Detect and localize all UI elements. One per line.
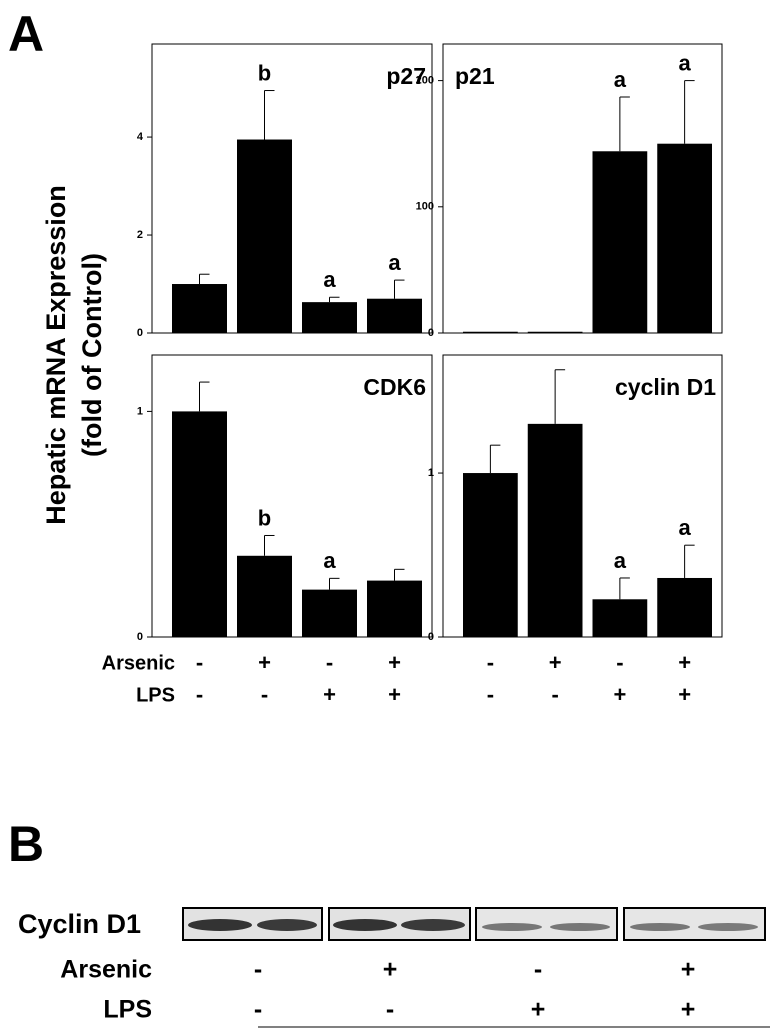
bar: [592, 151, 648, 333]
treatment-sign: +: [678, 682, 691, 707]
bar: [172, 284, 227, 333]
y-tick-label: 1: [137, 405, 143, 417]
y-tick-label: 0: [428, 327, 434, 339]
treatment-sign: -: [616, 650, 623, 675]
treatment-sign: -: [196, 650, 203, 675]
blot-label: Cyclin D1: [18, 909, 141, 939]
y-label-line: (fold of Control): [77, 253, 107, 457]
y-tick-label: 100: [416, 201, 434, 213]
chart-title: cyclin D1: [615, 374, 716, 400]
blot-sign: +: [383, 956, 398, 984]
row-label: LPS: [136, 684, 175, 706]
y-tick-label: 0: [137, 631, 143, 643]
chart-title: p27: [386, 63, 426, 89]
chart-title: p21: [455, 63, 495, 89]
bar: [527, 423, 583, 637]
y-label-line: Hepatic mRNA Expression: [41, 185, 71, 525]
treatment-sign: +: [388, 682, 401, 707]
y-tick-label: 1: [428, 467, 434, 479]
blot-sign: -: [534, 956, 542, 984]
bar: [463, 473, 518, 637]
treatment-sign: +: [388, 650, 401, 675]
treatment-sign: +: [549, 650, 562, 675]
annotation: b: [258, 505, 271, 530]
y-tick-label: 0: [428, 631, 434, 643]
bar: [237, 139, 292, 333]
bar: [237, 555, 292, 637]
annotation: a: [323, 267, 336, 292]
treatment-sign: +: [258, 650, 271, 675]
treatment-sign: -: [487, 650, 494, 675]
y-tick-label: 0: [137, 327, 143, 339]
bar: [302, 302, 357, 333]
row-label: Arsenic: [102, 652, 175, 674]
chart-title: CDK6: [363, 374, 426, 400]
annotation: a: [679, 515, 692, 540]
blot-sign: -: [254, 996, 262, 1024]
blot-sign: -: [386, 996, 394, 1024]
y-axis-label: Hepatic mRNA Expression (fold of Control…: [41, 185, 107, 525]
bar: [592, 599, 648, 637]
panel-label: B: [8, 816, 44, 872]
y-tick-label: 200: [416, 75, 434, 87]
treatment-sign: +: [678, 650, 691, 675]
bar: [172, 411, 227, 637]
bar: [367, 580, 422, 637]
panel-label: A: [8, 6, 44, 62]
treatment-sign: -: [261, 682, 268, 707]
annotation: a: [614, 548, 627, 573]
blot-sign: +: [531, 996, 546, 1024]
blot-sign: +: [681, 996, 696, 1024]
y-tick-label: 4: [137, 131, 144, 143]
annotation: b: [258, 60, 271, 85]
treatment-sign: +: [323, 682, 336, 707]
row-label: Arsenic: [60, 956, 152, 984]
annotation: a: [388, 250, 401, 275]
bar: [657, 143, 712, 333]
treatment-sign: +: [613, 682, 626, 707]
treatment-sign: -: [551, 682, 558, 707]
bar: [657, 577, 712, 637]
blot: [182, 907, 766, 941]
treatment-sign: -: [487, 682, 494, 707]
bar: [302, 589, 357, 637]
annotation: a: [679, 50, 692, 75]
annotation: a: [323, 548, 336, 573]
bar: [527, 331, 583, 333]
treatment-sign: -: [326, 650, 333, 675]
bar: [367, 298, 422, 333]
treatment-sign: -: [196, 682, 203, 707]
blot-sign: +: [681, 956, 696, 984]
blot-sign: -: [254, 956, 262, 984]
row-label: LPS: [103, 996, 152, 1024]
bar: [463, 331, 518, 333]
annotation: a: [614, 67, 627, 92]
y-tick-label: 2: [137, 229, 143, 241]
